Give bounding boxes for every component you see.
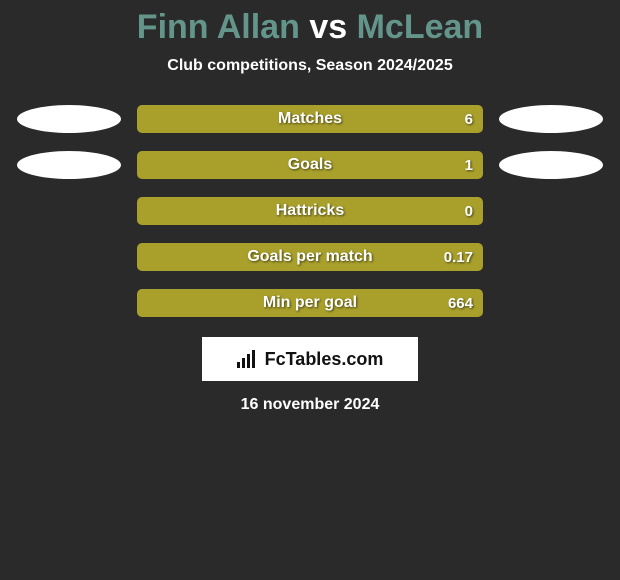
- stats-rows: Matches6Goals1Hattricks0Goals per match0…: [0, 105, 620, 317]
- stat-row: Hattricks0: [0, 197, 620, 225]
- stat-label: Min per goal: [137, 289, 483, 317]
- stat-bar: Min per goal664: [137, 289, 483, 317]
- stat-row: Goals1: [0, 151, 620, 179]
- fctables-logo[interactable]: FcTables.com: [202, 337, 418, 381]
- logo-text: FcTables.com: [265, 349, 384, 370]
- spacer: [17, 197, 121, 225]
- player1-name: Finn Allan: [137, 8, 300, 46]
- player2-name: McLean: [357, 8, 484, 46]
- stat-label: Hattricks: [137, 197, 483, 225]
- spacer: [499, 243, 603, 271]
- stat-row: Matches6: [0, 105, 620, 133]
- comparison-panel: Finn Allan vs McLean Club competitions, …: [0, 0, 620, 414]
- stat-label: Goals: [137, 151, 483, 179]
- stat-bar: Goals1: [137, 151, 483, 179]
- stat-row: Min per goal664: [0, 289, 620, 317]
- bar-chart-icon: [237, 350, 259, 368]
- spacer: [499, 197, 603, 225]
- subtitle: Club competitions, Season 2024/2025: [0, 57, 620, 75]
- stat-row: Goals per match0.17: [0, 243, 620, 271]
- stat-value: 0: [465, 197, 473, 225]
- vs-text: vs: [309, 8, 347, 46]
- stat-value: 664: [448, 289, 473, 317]
- stat-bar: Hattricks0: [137, 197, 483, 225]
- spacer: [17, 243, 121, 271]
- stat-label: Goals per match: [137, 243, 483, 271]
- stat-value: 1: [465, 151, 473, 179]
- stat-bar: Goals per match0.17: [137, 243, 483, 271]
- player1-indicator: [17, 151, 121, 179]
- player1-indicator: [17, 105, 121, 133]
- player2-indicator: [499, 151, 603, 179]
- spacer: [17, 289, 121, 317]
- page-title: Finn Allan vs McLean: [0, 8, 620, 47]
- stat-label: Matches: [137, 105, 483, 133]
- player2-indicator: [499, 105, 603, 133]
- stat-value: 0.17: [444, 243, 473, 271]
- spacer: [499, 289, 603, 317]
- stat-bar: Matches6: [137, 105, 483, 133]
- stat-value: 6: [465, 105, 473, 133]
- date-label: 16 november 2024: [0, 396, 620, 414]
